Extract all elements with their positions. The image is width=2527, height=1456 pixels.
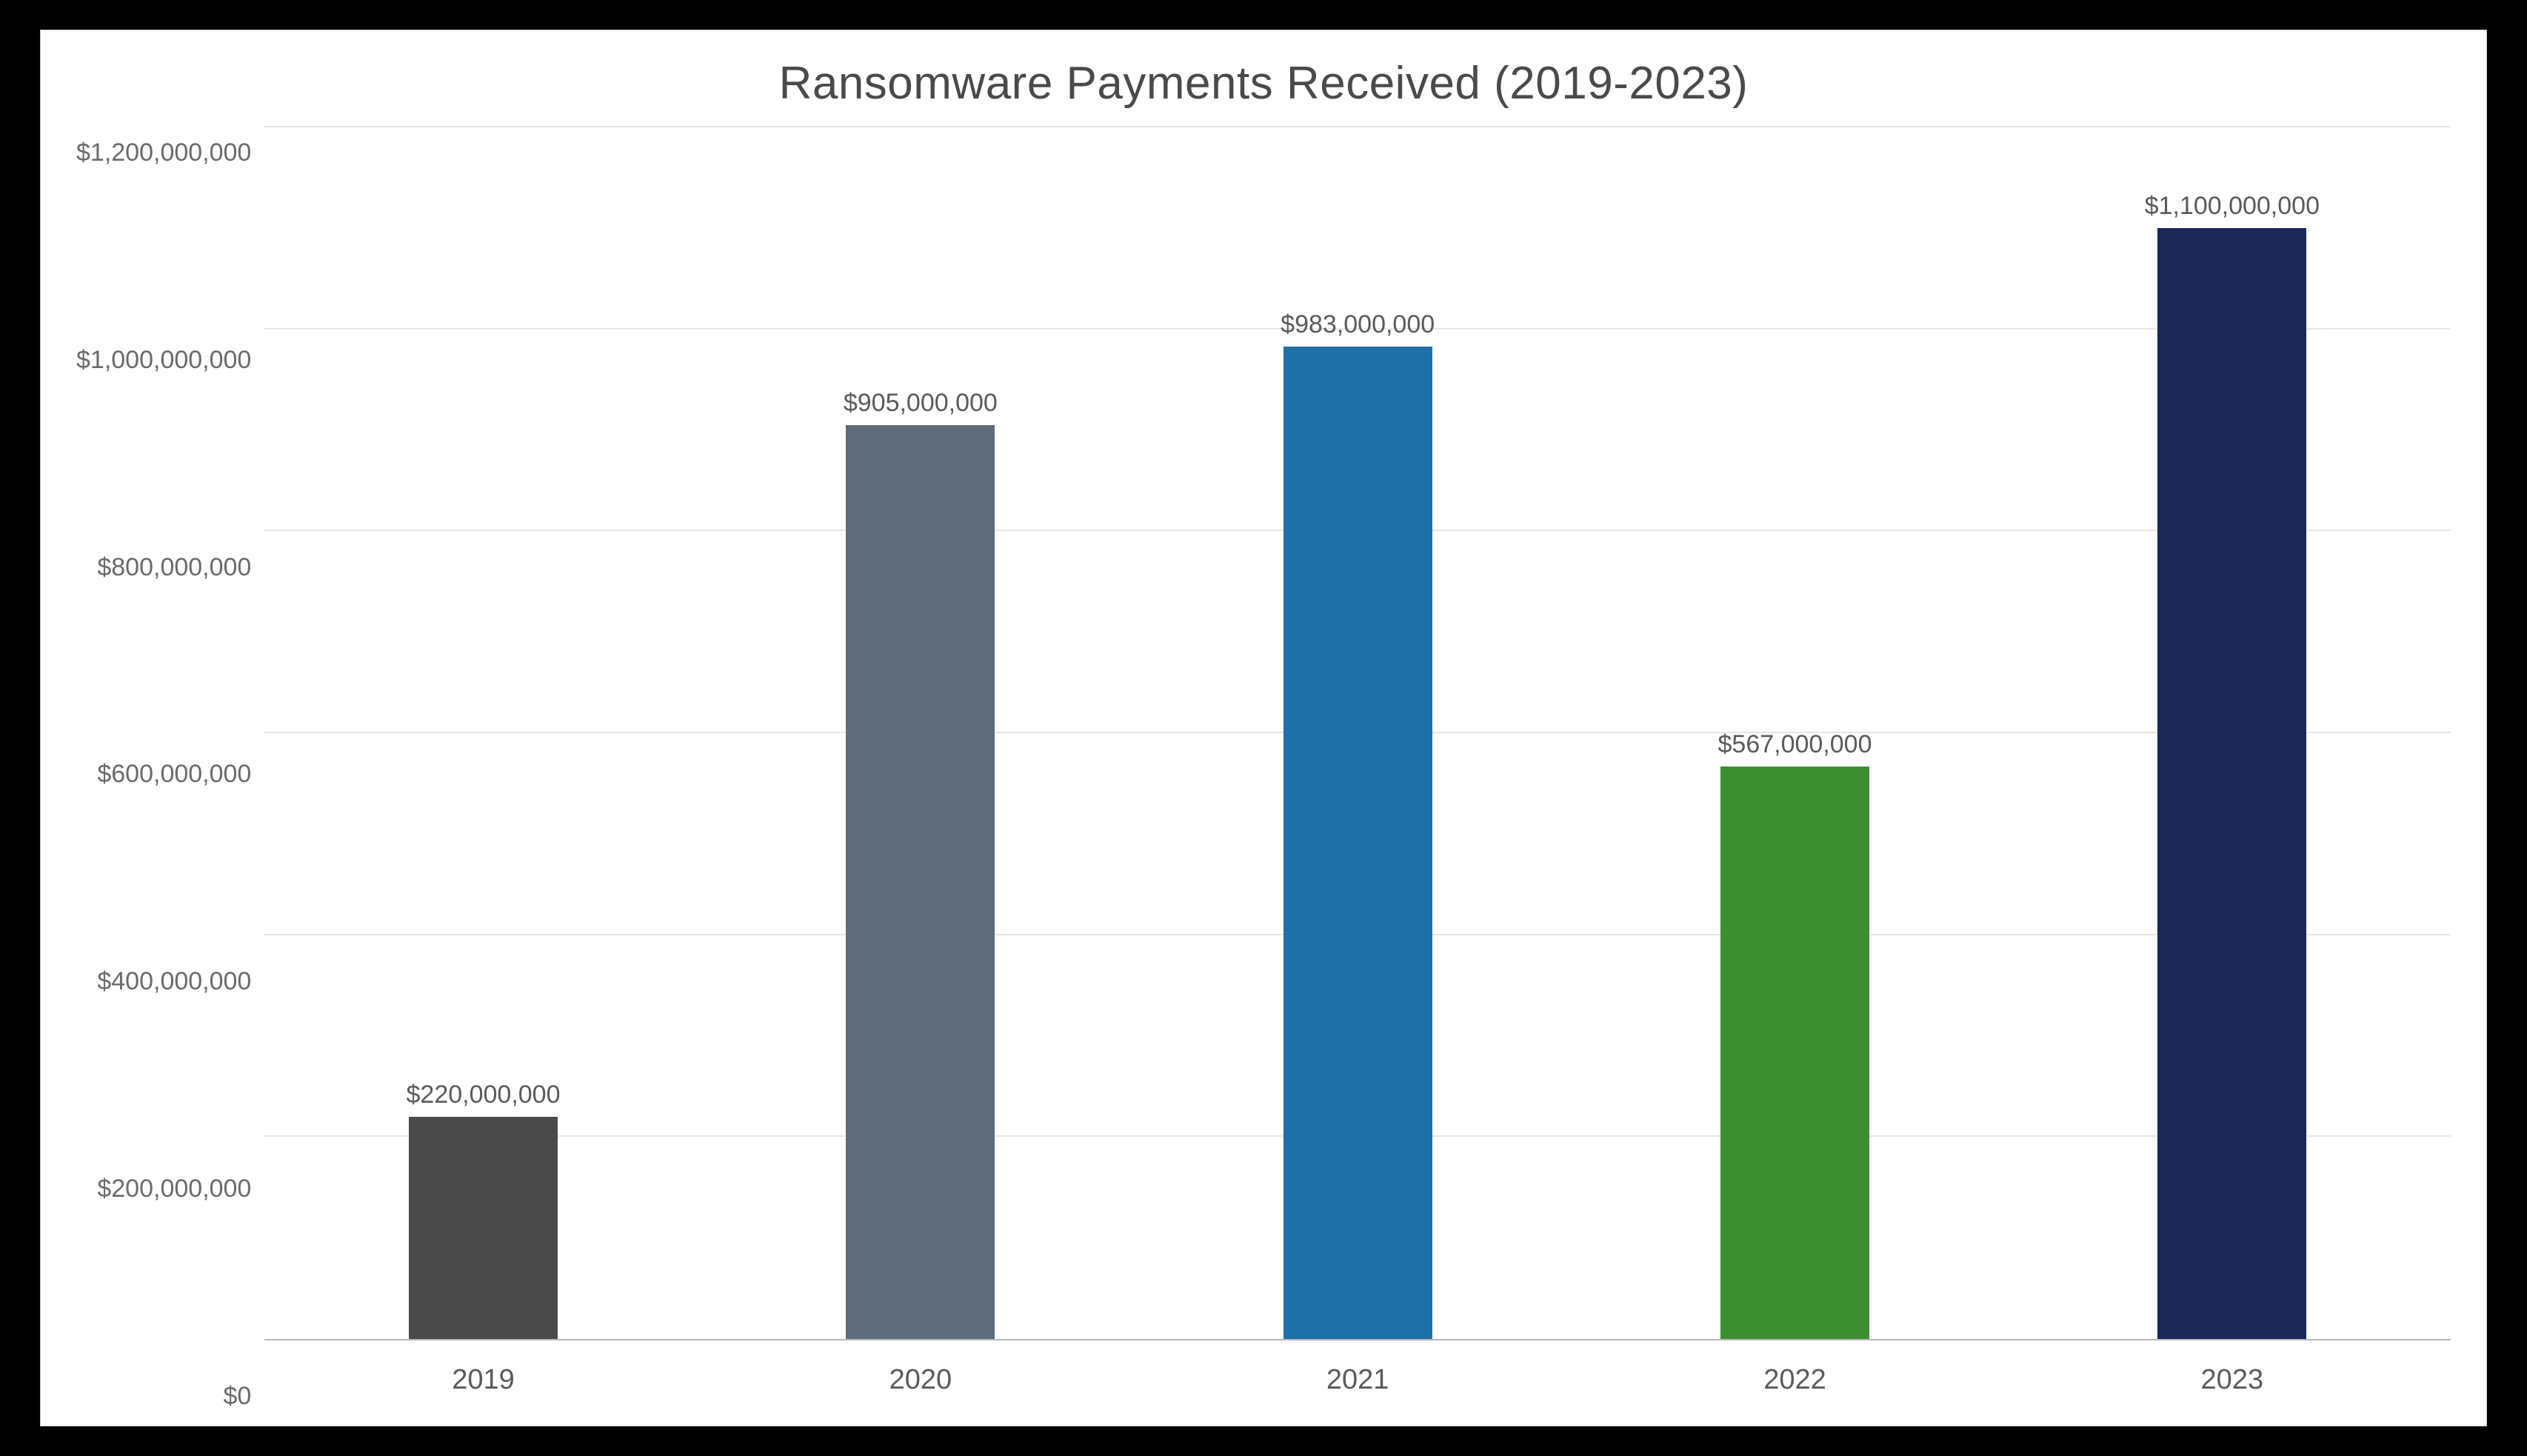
y-tick-label: $800,000,000 <box>97 555 251 580</box>
y-tick-label: $1,000,000,000 <box>76 347 251 373</box>
y-tick-label: $0 <box>224 1383 252 1409</box>
x-axis: 2019 2020 2021 2022 2023 <box>264 1340 2451 1396</box>
bar-2020 <box>846 425 995 1339</box>
y-tick-label: $400,000,000 <box>97 969 251 994</box>
x-tick-label: 2022 <box>1576 1364 2013 1396</box>
x-tick-label: 2019 <box>264 1364 701 1396</box>
bar-value-label: $1,100,000,000 <box>2145 192 2320 221</box>
bar-slot: $905,000,000 <box>702 127 1139 1339</box>
y-tick-label: $600,000,000 <box>97 761 251 787</box>
chart-title: Ransomware Payments Received (2019-2023) <box>76 57 2451 110</box>
chart-panel: Ransomware Payments Received (2019-2023)… <box>40 30 2487 1426</box>
bar-2023 <box>2157 228 2306 1339</box>
bar-2021 <box>1283 347 1432 1339</box>
bar-value-label: $905,000,000 <box>844 389 998 418</box>
plot-column: $220,000,000 $905,000,000 $983,000,000 <box>264 127 2451 1396</box>
bars-row: $220,000,000 $905,000,000 $983,000,000 <box>264 127 2451 1339</box>
bar-slot: $567,000,000 <box>1576 127 2013 1339</box>
chart-body: $1,200,000,000 $1,000,000,000 $800,000,0… <box>76 127 2451 1396</box>
y-tick-label: $200,000,000 <box>97 1176 251 1201</box>
x-tick-label: 2021 <box>1139 1364 1576 1396</box>
x-tick-label: 2023 <box>2014 1364 2451 1396</box>
bar-2022 <box>1720 767 1869 1339</box>
y-tick-label: $1,200,000,000 <box>76 140 251 165</box>
x-tick-label: 2020 <box>702 1364 1139 1396</box>
outer-frame: Ransomware Payments Received (2019-2023)… <box>0 0 2527 1456</box>
plot-area: $220,000,000 $905,000,000 $983,000,000 <box>264 127 2451 1340</box>
bar-value-label: $220,000,000 <box>407 1081 561 1109</box>
bar-value-label: $983,000,000 <box>1281 310 1435 339</box>
y-axis: $1,200,000,000 $1,000,000,000 $800,000,0… <box>76 127 264 1396</box>
bar-value-label: $567,000,000 <box>1718 730 1872 759</box>
bar-slot: $220,000,000 <box>264 127 701 1339</box>
bar-slot: $1,100,000,000 <box>2014 127 2451 1339</box>
bar-2019 <box>409 1117 558 1339</box>
bar-slot: $983,000,000 <box>1139 127 1576 1339</box>
